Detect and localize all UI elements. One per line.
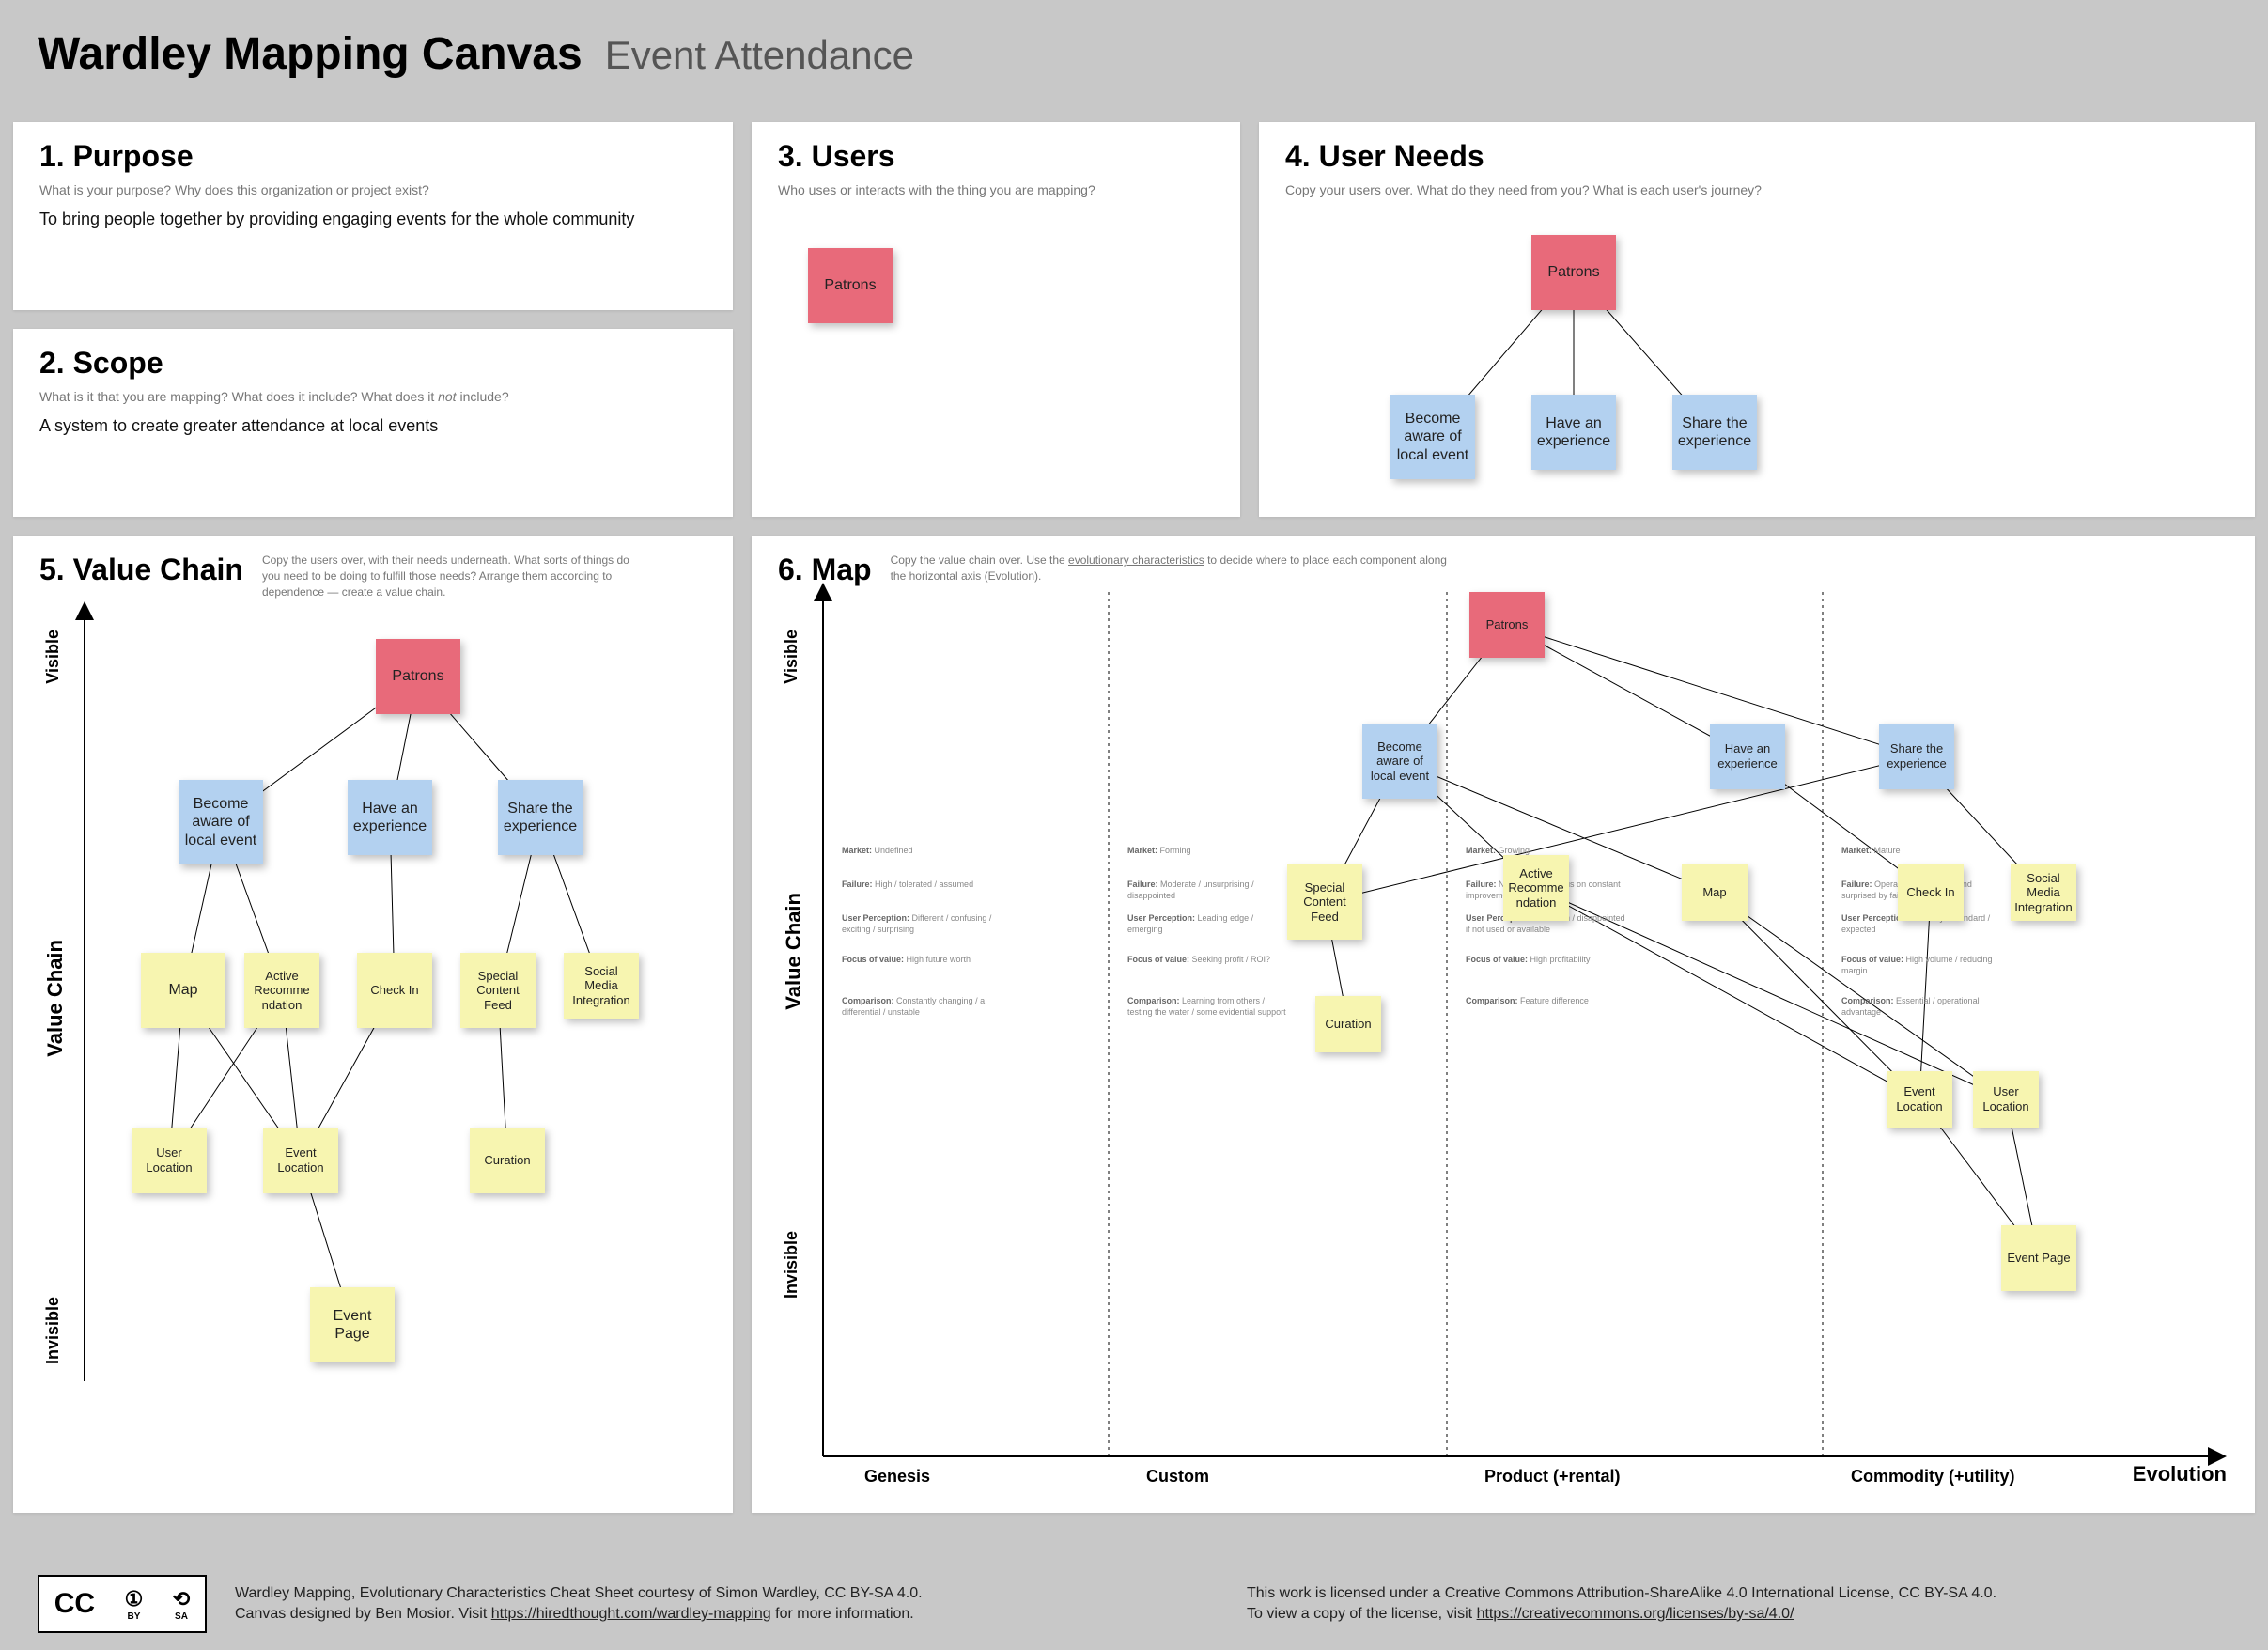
sticky-vc_eventloc[interactable]: Event Location: [263, 1128, 338, 1193]
sticky-un_share[interactable]: Share the experience: [1672, 395, 1757, 470]
sticky-vc_map[interactable]: Map: [141, 953, 225, 1028]
sticky-mp_userloc[interactable]: User Location: [1973, 1071, 2039, 1128]
evo-char-text: Comparison: Feature difference: [1466, 996, 1589, 1007]
panel-number: 2.: [39, 346, 65, 380]
stage-custom: Custom: [1146, 1467, 1209, 1487]
axis-value-chain: Value Chain: [782, 893, 806, 1010]
panel-hint: Copy the users over, with their needs un…: [262, 553, 638, 599]
stage-product: Product (+rental): [1484, 1467, 1621, 1487]
sticky-un_patrons[interactable]: Patrons: [1531, 235, 1616, 310]
evo-char-text: Focus of value: High volume / reducing m…: [1841, 955, 2001, 976]
panel-body: To bring people together by providing en…: [13, 208, 733, 257]
sticky-users_patrons[interactable]: Patrons: [808, 248, 893, 323]
panel-hint: Copy the value chain over. Use the evolu…: [891, 553, 1454, 584]
axis-invisible: Invisible: [782, 1231, 801, 1299]
link-hiredthought[interactable]: https://hiredthought.com/wardley-mapping: [491, 1606, 771, 1622]
sticky-vc_rec[interactable]: Active Recomme ndation: [244, 953, 319, 1028]
sticky-vc_userloc[interactable]: User Location: [132, 1128, 207, 1193]
axis-invisible: Invisible: [43, 1297, 63, 1364]
sticky-mp_aware[interactable]: Become aware of local event: [1362, 724, 1437, 799]
panel-title: Value Chain: [73, 553, 243, 586]
panel-body: A system to create greater attendance at…: [13, 414, 733, 464]
axis-value-chain: Value Chain: [43, 940, 68, 1057]
sticky-mp_exp[interactable]: Have an experience: [1710, 724, 1785, 789]
panel-title: Scope: [73, 346, 163, 380]
sticky-vc_checkin[interactable]: Check In: [357, 953, 432, 1028]
panel-hint: Copy your users over. What do they need …: [1285, 181, 2229, 200]
sticky-vc_share[interactable]: Share the experience: [498, 780, 583, 855]
panel-number: 5.: [39, 553, 65, 586]
panel-hint: What is your purpose? Why does this orga…: [39, 181, 707, 200]
evo-char-text: Failure: High / tolerated / assumed: [842, 879, 973, 891]
sticky-mp_feed[interactable]: Special Content Feed: [1287, 864, 1362, 940]
sticky-mp_patrons[interactable]: Patrons: [1469, 592, 1545, 658]
sticky-mp_checkin[interactable]: Check In: [1898, 864, 1964, 921]
evo-char-text: Market: Mature: [1841, 846, 1901, 857]
evo-char-text: User Perception: Leading edge / emerging: [1127, 913, 1287, 935]
panel-map: 6. Map Copy the value chain over. Use th…: [752, 536, 2255, 1513]
sticky-vc_curation[interactable]: Curation: [470, 1128, 545, 1193]
evo-char-text: Comparison: Constantly changing / a diff…: [842, 996, 1002, 1018]
cc-badge: CC ①BY ⟲SA: [38, 1575, 207, 1633]
evo-char-text: Focus of value: Seeking profit / ROI?: [1127, 955, 1270, 966]
panel-title: Map: [812, 553, 872, 586]
link-cc-license[interactable]: https://creativecommons.org/licenses/by-…: [1477, 1606, 1794, 1622]
panel-number: 6.: [778, 553, 803, 586]
header: Wardley Mapping Canvas Event Attendance: [0, 0, 2268, 99]
sticky-vc_aware[interactable]: Become aware of local event: [179, 780, 263, 864]
axis-evolution: Evolution: [2133, 1462, 2227, 1487]
evo-char-text: Market: Forming: [1127, 846, 1191, 857]
cc-icon: CC: [54, 1588, 95, 1620]
sticky-mp_map[interactable]: Map: [1682, 864, 1748, 921]
evo-char-text: Failure: Moderate / unsurprising / disap…: [1127, 879, 1287, 901]
sticky-mp_social[interactable]: Social Media Integration: [2011, 864, 2076, 921]
evo-char-text: Focus of value: High future worth: [842, 955, 971, 966]
sticky-un_aware[interactable]: Become aware of local event: [1390, 395, 1475, 479]
panel-title: Purpose: [73, 139, 194, 173]
sticky-vc_feed[interactable]: Special Content Feed: [460, 953, 536, 1028]
panel-purpose: 1. Purpose What is your purpose? Why doe…: [13, 122, 733, 310]
evo-char-text: Comparison: Essential / operational adva…: [1841, 996, 2001, 1018]
axis-visible: Visible: [43, 630, 63, 684]
sticky-vc_patrons[interactable]: Patrons: [376, 639, 460, 714]
sticky-un_exp[interactable]: Have an experience: [1531, 395, 1616, 470]
evo-char-text: Focus of value: High profitability: [1466, 955, 1591, 966]
stage-commodity: Commodity (+utility): [1851, 1467, 2015, 1487]
sticky-vc_exp[interactable]: Have an experience: [348, 780, 432, 855]
evo-char-text: User Perception: Different / confusing /…: [842, 913, 1002, 935]
axis-visible: Visible: [782, 630, 801, 684]
panel-hint: What is it that you are mapping? What do…: [39, 388, 707, 407]
panel-title: User Needs: [1319, 139, 1484, 173]
footer-right: This work is licensed under a Creative C…: [1247, 1583, 2230, 1626]
evo-char-text: Market: Undefined: [842, 846, 913, 857]
canvas-title: Wardley Mapping Canvas: [38, 28, 583, 80]
footer: CC ①BY ⟲SA Wardley Mapping, Evolutionary…: [0, 1558, 2268, 1650]
panel-number: 4.: [1285, 139, 1311, 173]
evo-char-text: Comparison: Learning from others / testi…: [1127, 996, 1287, 1018]
panel-title: Users: [812, 139, 895, 173]
footer-left: Wardley Mapping, Evolutionary Characteri…: [235, 1583, 1219, 1626]
sticky-mp_curation[interactable]: Curation: [1315, 996, 1381, 1052]
sticky-vc_social[interactable]: Social Media Integration: [564, 953, 639, 1019]
panel-number: 3.: [778, 139, 803, 173]
sticky-mp_eventloc[interactable]: Event Location: [1887, 1071, 1952, 1128]
sticky-mp_rec[interactable]: Active Recomme ndation: [1503, 855, 1569, 921]
panel-scope: 2. Scope What is it that you are mapping…: [13, 329, 733, 517]
sticky-mp_eventpg[interactable]: Event Page: [2001, 1225, 2076, 1291]
sticky-vc_eventpg[interactable]: Event Page: [310, 1287, 395, 1362]
canvas-subtitle: Event Attendance: [605, 33, 914, 78]
panel-hint: Who uses or interacts with the thing you…: [778, 181, 1214, 200]
sticky-mp_share[interactable]: Share the experience: [1879, 724, 1954, 789]
stage-genesis: Genesis: [864, 1467, 930, 1487]
panel-number: 1.: [39, 139, 65, 173]
